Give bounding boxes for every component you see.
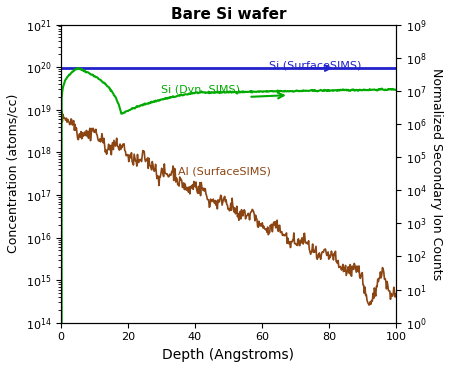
Line: Al (SurfaceSIMS): Al (SurfaceSIMS) — [61, 111, 396, 305]
Al (SurfaceSIMS) — [240, 214, 246, 218]
Al (SurfaceSIMS) — [393, 292, 399, 297]
Si (Dyn. SIMS) — [75, 66, 81, 70]
Si (Dyn. SIMS) — [220, 90, 225, 94]
Si (Dyn. SIMS) — [393, 88, 399, 92]
Si (Dyn. SIMS) — [386, 87, 391, 91]
Y-axis label: Normalized Secondary Ion Counts: Normalized Secondary Ion Counts — [430, 68, 443, 280]
Si (Dyn. SIMS) — [333, 88, 339, 92]
Title: Bare Si wafer: Bare Si wafer — [171, 7, 286, 22]
Si (SurfaceSIMS) — [217, 66, 223, 70]
Al (SurfaceSIMS) — [220, 200, 225, 204]
Si (SurfaceSIMS) — [257, 66, 263, 70]
Si (SurfaceSIMS) — [239, 66, 245, 70]
Si (Dyn. SIMS) — [218, 90, 223, 95]
X-axis label: Depth (Angstroms): Depth (Angstroms) — [162, 348, 294, 362]
Al (SurfaceSIMS) — [333, 259, 339, 264]
Si (Dyn. SIMS) — [258, 89, 264, 93]
Al (SurfaceSIMS) — [59, 109, 64, 114]
Text: Al (SurfaceSIMS): Al (SurfaceSIMS) — [178, 167, 271, 177]
Si (Dyn. SIMS) — [240, 90, 246, 95]
Al (SurfaceSIMS) — [258, 224, 264, 228]
Text: Si (Dyn. SIMS): Si (Dyn. SIMS) — [162, 85, 240, 95]
Si (SurfaceSIMS) — [393, 66, 399, 70]
Al (SurfaceSIMS) — [387, 289, 392, 293]
Line: Si (Dyn. SIMS): Si (Dyn. SIMS) — [61, 68, 396, 369]
Y-axis label: Concentration (atoms/cc): Concentration (atoms/cc) — [7, 94, 20, 254]
Si (SurfaceSIMS) — [333, 66, 338, 70]
Al (SurfaceSIMS) — [218, 193, 223, 197]
Al (SurfaceSIMS) — [58, 114, 64, 118]
Si (SurfaceSIMS) — [219, 66, 225, 70]
Si (SurfaceSIMS) — [58, 66, 64, 70]
Text: Si (SurfaceSIMS): Si (SurfaceSIMS) — [269, 60, 361, 70]
Al (SurfaceSIMS) — [366, 303, 372, 307]
Si (SurfaceSIMS) — [385, 66, 391, 70]
